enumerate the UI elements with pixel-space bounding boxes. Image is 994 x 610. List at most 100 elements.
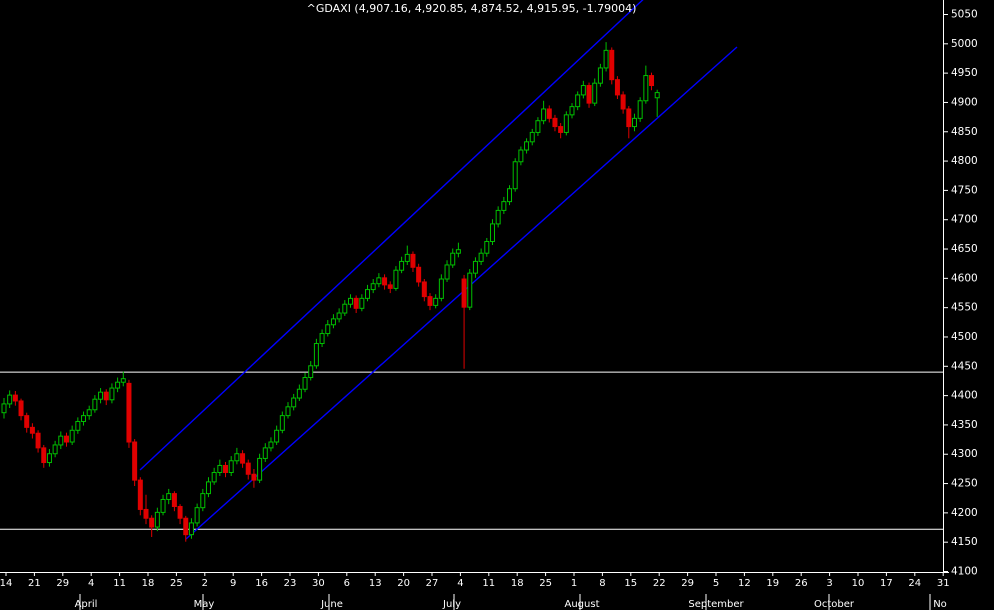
month-label: October [814, 599, 855, 610]
candle-body [166, 493, 172, 500]
candle-body [98, 391, 104, 400]
candle-body [421, 281, 427, 298]
x-axis-label: 8 [599, 578, 605, 589]
candle-body [586, 85, 592, 104]
candle-body [353, 297, 359, 309]
candle-body [268, 441, 274, 449]
y-axis-label: 4550 [951, 302, 978, 314]
candle-body [580, 85, 586, 96]
candle-body [410, 253, 416, 268]
candle-body [359, 297, 365, 309]
candle-body [404, 253, 410, 262]
candle-body [115, 381, 121, 389]
candle-body [501, 201, 507, 211]
candle-body [518, 149, 524, 163]
y-axis-label: 4650 [951, 243, 978, 255]
candle-body [336, 312, 342, 320]
y-axis-label: 4900 [951, 96, 978, 108]
x-axis-label: 20 [397, 578, 410, 589]
y-axis-label: 4250 [951, 478, 978, 490]
y-axis-label: 5000 [951, 38, 978, 50]
candle-body [291, 397, 297, 408]
candle-body [365, 289, 371, 299]
candle-body [347, 297, 353, 305]
x-axis-label: 25 [539, 578, 552, 589]
candle-body [234, 453, 240, 462]
candle-body [143, 508, 149, 519]
candle-body [433, 297, 439, 306]
candle-body [18, 400, 24, 417]
x-axis-label: 1 [571, 578, 577, 589]
candle-body [535, 120, 541, 133]
candle-body [205, 481, 211, 495]
candle-body [524, 141, 530, 151]
x-axis-label: 19 [766, 578, 779, 589]
x-axis-label: 22 [653, 578, 666, 589]
candle-body [478, 252, 484, 262]
candle-body [35, 432, 41, 449]
y-axis-label: 4700 [951, 214, 978, 226]
candle-body [569, 106, 575, 116]
candle-body [427, 296, 433, 306]
x-axis-label: 5 [713, 578, 719, 589]
candle-body [183, 517, 189, 536]
candle-body [308, 365, 314, 379]
candle-body [467, 272, 473, 308]
candle-body [319, 333, 325, 345]
candle-body [126, 382, 132, 443]
candle-body [81, 415, 87, 422]
x-axis-label: 6 [344, 578, 350, 589]
candle-body [120, 378, 126, 383]
candle-body [217, 464, 223, 474]
y-axis-label: 4500 [951, 331, 978, 343]
month-label: August [565, 599, 600, 610]
candle-body [626, 108, 632, 128]
candle-body [75, 420, 81, 431]
y-axis-label: 4600 [951, 272, 978, 284]
x-axis-label: 11 [482, 578, 495, 589]
candle-body [86, 409, 92, 417]
month-label: July [442, 599, 461, 610]
candle-body [637, 100, 643, 119]
y-axis-label: 4850 [951, 126, 978, 138]
candle-body [7, 394, 13, 405]
candle-body [240, 453, 246, 464]
candle-body [177, 506, 183, 519]
candle-body [643, 75, 649, 102]
x-axis-label: 12 [738, 578, 751, 589]
x-axis-label: 30 [312, 578, 325, 589]
candle-body [512, 161, 518, 190]
candle-body [149, 517, 155, 528]
trend-channel-line [185, 46, 738, 540]
candle-body [370, 283, 376, 291]
candle-body [376, 277, 382, 285]
y-axis-label: 4800 [951, 155, 978, 167]
y-axis-label: 4300 [951, 448, 978, 460]
candle-body [597, 67, 603, 84]
candle-body [257, 457, 263, 481]
candle-body [69, 429, 75, 443]
candle-body [450, 252, 456, 266]
candle-body [416, 266, 422, 283]
candle-body [546, 108, 552, 119]
candle-body [558, 126, 564, 133]
candle-body [12, 394, 18, 402]
y-axis-label: 4200 [951, 507, 978, 519]
y-axis-label: 4100 [951, 566, 978, 578]
candle-body [279, 415, 285, 431]
candle-body [223, 464, 229, 474]
candle-body [563, 114, 569, 133]
candle-body [552, 117, 558, 128]
x-axis-label: 4 [457, 578, 463, 589]
month-label: June [320, 599, 343, 610]
candle-body [472, 260, 478, 274]
candle-body [575, 94, 581, 108]
candle-body [620, 94, 626, 110]
x-axis-label: 11 [113, 578, 126, 589]
x-axis-label: 16 [255, 578, 268, 589]
candle-body [188, 522, 194, 536]
y-axis-label: 4950 [951, 67, 978, 79]
x-axis-label: 29 [681, 578, 694, 589]
